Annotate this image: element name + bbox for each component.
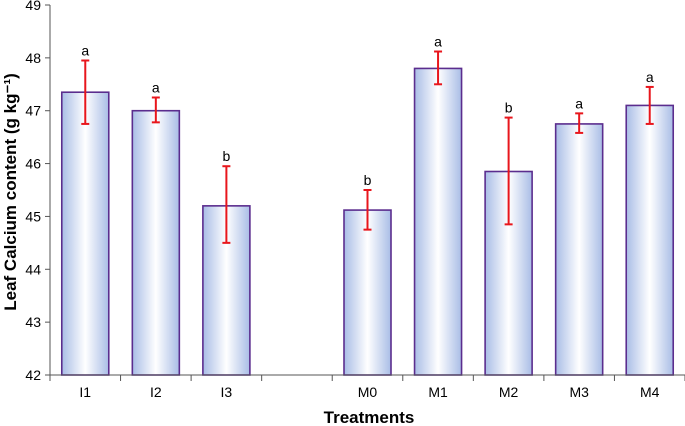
x-tick-label-I3: I3 <box>221 384 233 400</box>
bar-M3 <box>554 123 604 376</box>
y-axis: 42 43 44 45 46 47 48 49 <box>25 0 51 383</box>
x-tick-label-M1: M1 <box>428 384 448 400</box>
x-tick-label-M4: M4 <box>640 384 660 400</box>
x-tick-label-M2: M2 <box>499 384 519 400</box>
x-tick-label-I2: I2 <box>150 384 162 400</box>
significance-letter-I3: b <box>222 148 230 164</box>
y-tick-label: 44 <box>25 261 41 277</box>
significance-letter-M0: b <box>364 172 372 188</box>
y-tick-label: 49 <box>25 0 41 13</box>
significance-letter-M1: a <box>434 34 442 50</box>
y-tick-label: 48 <box>25 50 41 66</box>
x-axis-title: Treatments <box>324 408 415 426</box>
bars: a a b b a b a a <box>60 34 675 376</box>
y-axis-title: Leaf Calcium content (g kg⁻¹) <box>1 73 20 311</box>
bar-M4 <box>625 104 675 376</box>
y-tick-label: 43 <box>25 314 41 330</box>
x-tick-label-I1: I1 <box>79 384 91 400</box>
bar-M0 <box>343 209 392 376</box>
x-tick-label-M0: M0 <box>358 384 378 400</box>
significance-letter-M2: b <box>505 100 513 116</box>
x-tick-label-M3: M3 <box>569 384 589 400</box>
y-tick-label: 46 <box>25 156 41 172</box>
bar-I1 <box>60 91 110 376</box>
significance-letter-M3: a <box>575 95 583 111</box>
x-axis: I1 I2 I3 M0 M1 M2 M3 M4 <box>49 374 685 400</box>
y-tick-label: 42 <box>25 367 41 383</box>
bar-M1 <box>413 67 463 376</box>
bar-I2 <box>131 109 181 376</box>
significance-letter-M4: a <box>646 69 654 85</box>
y-tick-label: 45 <box>25 208 41 224</box>
y-tick-label: 47 <box>25 103 41 119</box>
significance-letter-I2: a <box>152 80 160 96</box>
significance-letter-I1: a <box>81 43 89 59</box>
